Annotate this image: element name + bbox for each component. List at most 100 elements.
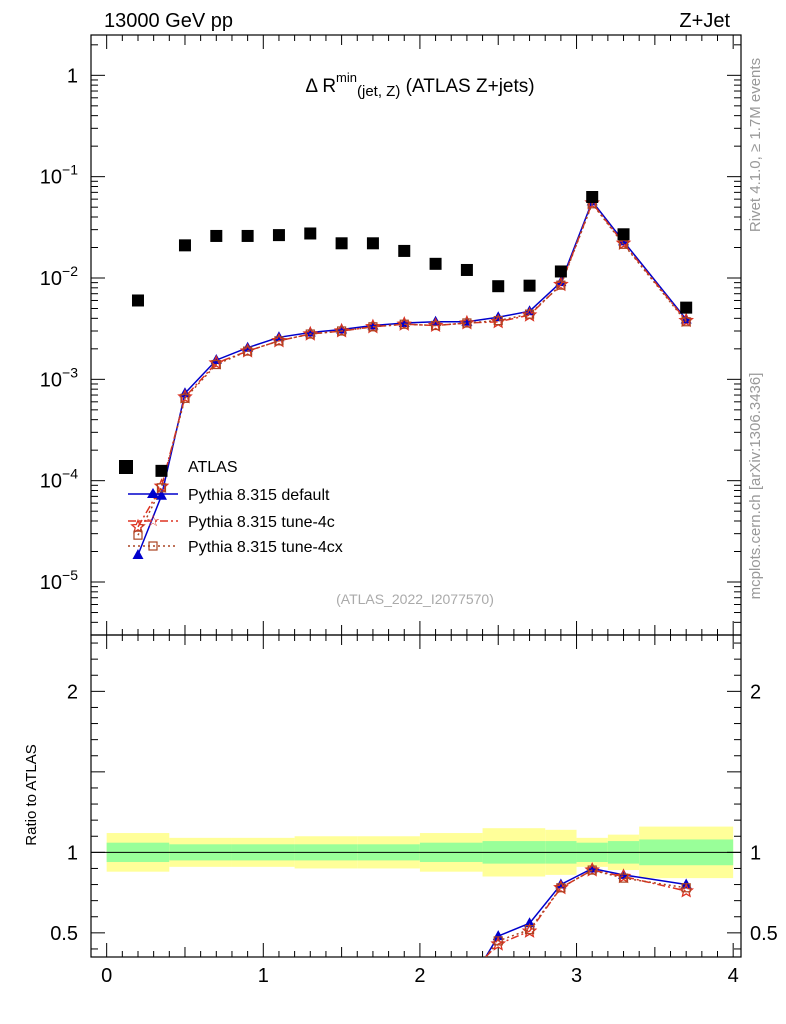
data-point-1 [155,464,168,477]
series-2-point-11 [462,318,472,328]
data-point-9 [398,244,411,257]
ratio-ytick-label-left-0: 0.5 [50,923,78,945]
data-point-11 [460,263,473,276]
legend-label-tune4c: Pythia 8.315 tune-4c [188,514,335,531]
legend-marker-default [147,488,159,498]
legend-marker-tune4c: ☆ [146,513,160,530]
ratio-series-1-point-1 [490,935,507,951]
ratio-series-layer [485,861,694,957]
ratio-series-1-point-5 [615,868,632,884]
data-point-13 [523,279,536,292]
data-point-10 [429,257,442,270]
ratio-series-0-point-2 [524,917,536,928]
legend: ATLAS Pythia 8.315 default ☆ Pythia 8.31… [119,459,343,556]
legend-marker-tune4cx [148,541,158,551]
legend-label-default: Pythia 8.315 default [188,487,330,504]
ratio-clipped-group [485,861,694,957]
main-ytick-label-5: 10−5 [40,567,78,594]
series-1-point-2 [177,388,193,404]
series-2-point-8 [368,322,378,332]
data-point-7 [335,237,348,250]
series-2-point-16 [618,239,629,249]
data-point-8 [366,237,379,250]
series-1-point-14 [553,276,569,292]
xtick-label-1: 1 [258,965,269,987]
series-1-point-9 [396,316,412,331]
data-point-5 [272,229,285,242]
series-0-point-6 [304,326,316,337]
ratio-series-2-point-1 [493,936,503,946]
ratio-series-2-point-4 [587,865,597,875]
mcplots-label: mcplots.cern.ch [arXiv:1306.3436] [747,373,764,600]
data-point-12 [492,280,505,293]
series-1-point-17 [678,312,694,328]
data-point-14 [554,265,567,278]
data-point-6 [304,227,317,240]
ratio-ytick-label-right-2: 2 [750,681,761,703]
series-2-point-17 [681,317,691,327]
ratio-series-1-point-6 [678,882,694,898]
series-2-point-1 [156,483,167,493]
legend-marker-atlas [119,460,133,474]
series-2-point-3 [211,359,221,370]
ratio-ytick-label-right-0: 0.5 [750,923,778,945]
plot-title: Δ Rmin(jet, Z) (ATLAS Z+jets) [305,70,534,100]
series-layer [130,190,694,559]
header-right: Z+Jet [679,10,730,32]
legend-label-atlas: ATLAS [188,459,238,476]
series-2-point-10 [430,320,441,331]
series-2-point-4 [243,346,253,356]
series-0-point-0 [132,548,144,559]
legend-label-tune4cx: Pythia 8.315 tune-4cx [188,539,343,556]
ratio-series-2-point-6 [681,883,691,893]
ratio-ytick-label-left-2: 2 [67,681,78,703]
axes-layer [90,34,742,958]
xtick-label-2: 2 [414,965,425,987]
header-left: 13000 GeV pp [104,10,233,32]
series-1-point-11 [459,314,475,330]
xtick-label-4: 4 [728,965,739,987]
data-point-15 [586,190,599,203]
ratio-series-1-point-4 [584,861,600,877]
series-1-point-7 [333,322,350,338]
data-point-3 [210,229,223,242]
ratio-series-0-point-1 [492,930,504,941]
ratio-line-1 [485,869,687,957]
series-1-point-10 [427,317,444,333]
series-1-point-8 [365,318,381,334]
series-1-point-6 [302,325,319,341]
series-2-point-14 [556,280,566,290]
ratio-line-2 [485,869,687,957]
series-line-2 [137,202,687,536]
series-2-point-2 [180,393,190,403]
series-1-point-16 [615,235,632,250]
xtick-label-0: 0 [101,965,112,987]
labels-layer: 1 10−1 10−2 10−3 10−4 10−5 0.5 0.5 1 1 2 2 0 1 2 3 4 [40,65,778,987]
analysis-watermark: (ATLAS_2022_I2077570) [336,591,494,607]
series-2-point-6 [305,329,315,339]
main-ytick-label-3: 10−3 [40,364,78,391]
ratio-ytick-label-left-1: 1 [67,842,78,864]
ratio-frame [90,634,742,958]
ratio-ylabel: Ratio to ATLAS [23,744,40,845]
main-ytick-label-4: 10−4 [40,466,78,493]
main-ytick-label-2: 10−2 [40,263,78,290]
data-point-0 [131,294,144,307]
xtick-label-3: 3 [571,965,582,987]
series-2-point-13 [524,309,535,319]
rivet-label: Rivet 4.1.0, ≥ 1.7M events [747,58,764,232]
ratio-ytick-label-right-1: 1 [750,842,761,864]
series-2-point-7 [337,326,347,336]
series-0-point-7 [336,323,348,334]
data-point-16 [617,228,630,241]
series-2-point-0 [133,530,143,540]
series-2-point-9 [399,319,409,329]
series-1-point-5 [271,332,287,348]
ratio-series-2-point-3 [556,883,566,893]
main-ytick-label-1: 10−1 [40,162,78,189]
main-ytick-label-0: 1 [67,65,78,87]
series-2-point-5 [274,336,284,346]
series-2-point-12 [493,315,503,326]
data-point-17 [680,301,693,314]
